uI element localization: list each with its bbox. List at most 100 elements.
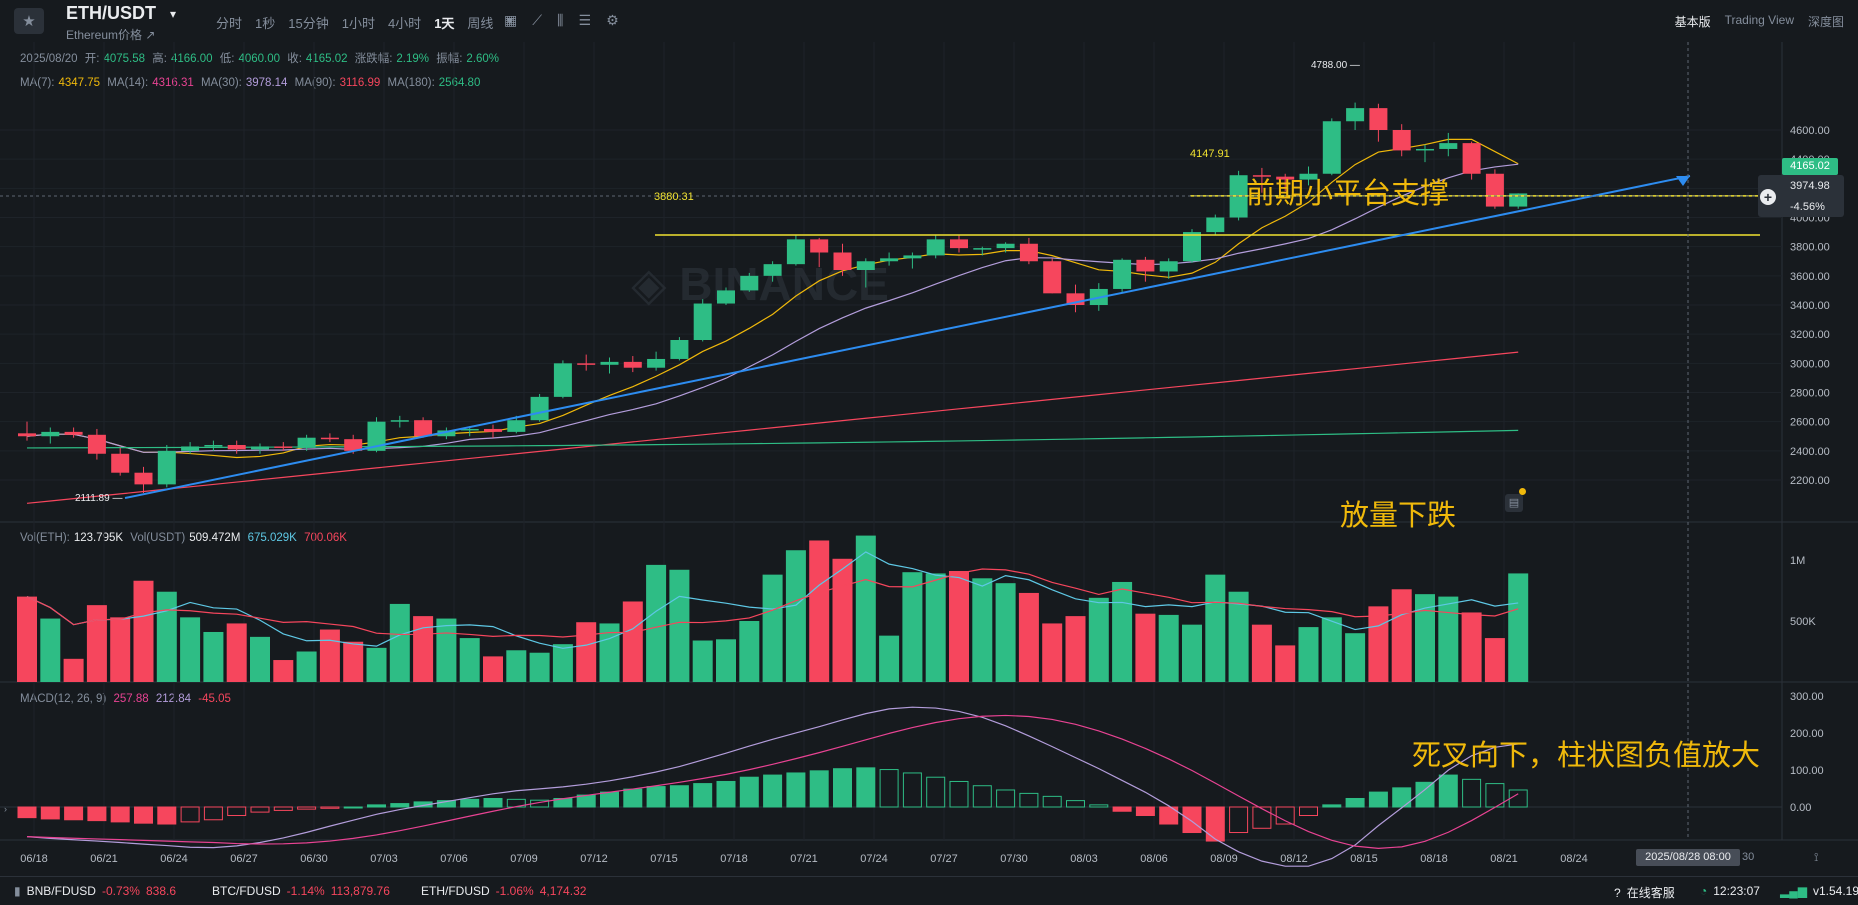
low-label: 2111.89 — — [75, 493, 123, 504]
candle-body — [553, 363, 572, 397]
candle-type-icon[interactable]: ⫼ — [557, 12, 564, 28]
support-link[interactable]: ? 在线客服 — [1614, 884, 1681, 901]
macd-bar — [40, 806, 60, 820]
macd-bar — [1135, 806, 1155, 817]
interval-tab[interactable]: 1秒 — [255, 16, 276, 31]
volume-bar — [1158, 614, 1179, 682]
interval-tab-active[interactable]: 1天 — [434, 16, 455, 31]
candle-body — [1416, 148, 1434, 151]
macd-bar — [809, 770, 829, 808]
ma14-label: MA(14): — [107, 77, 149, 89]
vol-usdt-label: Vol(USDT) — [130, 532, 186, 544]
macd-bar — [996, 789, 1016, 808]
candle-body — [833, 252, 852, 270]
volume-bar — [972, 578, 993, 682]
candle-body — [297, 437, 316, 448]
macd-bar — [856, 767, 876, 808]
macd-histogram — [0, 706, 1782, 867]
view-basic[interactable]: 基本版 — [1674, 15, 1711, 29]
y-tick-label: 3000.00 — [1790, 358, 1830, 370]
annotation-support[interactable]: 前期小平台支撑 — [1246, 178, 1450, 210]
ma7-label: MA(7): — [20, 77, 55, 89]
candle-body — [530, 396, 549, 421]
scale-settings-icon[interactable]: ⟟ — [1814, 850, 1819, 864]
ma7-line — [26, 138, 1519, 459]
interval-tab[interactable]: 4小时 — [387, 16, 422, 31]
volume-bar — [925, 573, 946, 682]
pair-subtitle[interactable]: Ethereum价格 ↗ — [66, 28, 156, 42]
candle-body — [926, 239, 945, 256]
view-depth[interactable]: 深度图 — [1807, 15, 1844, 29]
y-tick-label: 3800.00 — [1790, 242, 1830, 254]
ma7-value: 4347.75 — [58, 77, 101, 89]
layout-icon[interactable]: ☰ — [578, 12, 592, 28]
interval-tab[interactable]: 周线 — [467, 16, 494, 31]
ma14-value: 4316.31 — [152, 77, 194, 89]
volume-bar — [599, 623, 620, 682]
volume-bar — [506, 650, 527, 682]
volume-bar — [879, 635, 900, 682]
macd-bar — [1089, 804, 1109, 808]
alert-icon[interactable]: ▤ — [1505, 494, 1523, 512]
calendar-icon[interactable]: ▦ — [504, 12, 518, 28]
candle-body — [810, 239, 829, 253]
ticker-btc[interactable]: BTC/FDUSD -1.14% 113,879.76 — [212, 884, 396, 898]
vol-info[interactable]: Vol(ETH): 123.795K Vol(USDT) 509.472M 675.… — [20, 532, 351, 544]
x-tick-label: 08/21 — [1490, 853, 1518, 865]
volume-bar — [1461, 612, 1482, 682]
volume-bar — [995, 583, 1016, 682]
volume-bar — [1251, 624, 1272, 682]
candle-body — [1043, 261, 1062, 294]
volume-bar — [1228, 591, 1249, 682]
high-value: 4166.00 — [170, 53, 213, 65]
x-tick-label: 06/30 — [300, 853, 328, 865]
volume-bar — [739, 621, 760, 682]
macd-bar — [1322, 804, 1342, 808]
gear-icon[interactable]: ⚙ — [606, 12, 619, 28]
macd-info[interactable]: MACD(12, 26, 9) 257.88 212.84 -45.05 — [20, 693, 235, 705]
close-value: 4165.02 — [305, 53, 348, 65]
volume-bar — [1368, 606, 1389, 682]
price-chart[interactable]: ◈ BINANCE 2200.002400.002600.002800.0030… — [0, 0, 1858, 876]
version-label: v1.54.19 — [1812, 884, 1858, 898]
annotation-macd[interactable]: 死叉向下，柱状图负值放大 — [1412, 740, 1761, 772]
macd-dea-value: 212.84 — [155, 693, 192, 705]
more-intervals-chevron-icon[interactable]: ▾ — [506, 13, 513, 28]
interval-tab[interactable]: 1小时 — [341, 16, 375, 31]
ticker-bnb[interactable]: ▮ BNB/FDUSD -0.73% 838.6 — [14, 884, 182, 898]
interval-tab[interactable]: 15分钟 — [288, 16, 329, 31]
volume-bar — [1205, 574, 1226, 682]
cursor-plus-icon[interactable]: + — [1760, 189, 1776, 205]
ticker-eth[interactable]: ETH/FDUSD -1.06% 4,174.32 — [421, 884, 592, 898]
interval-tab[interactable]: 分时 — [216, 16, 243, 31]
volume-bar — [809, 540, 830, 682]
favorite-star-icon[interactable]: ★ — [14, 8, 44, 34]
trend-line — [124, 175, 1691, 499]
candle-body — [670, 340, 689, 359]
view-tradingview[interactable]: Trading View — [1724, 13, 1794, 27]
candle-body — [484, 428, 502, 432]
help-icon: ? — [1614, 886, 1621, 900]
y-tick-label: 4600.00 — [1790, 125, 1830, 137]
ma-info[interactable]: MA(7): 4347.75 MA(14): 4316.31 MA(30): 3978… — [20, 77, 484, 89]
indicator-icon[interactable]: ⟋ — [532, 12, 543, 28]
macd-bar — [157, 806, 177, 825]
collapse-arrow-icon[interactable]: › — [4, 804, 7, 814]
volume-bar — [413, 616, 434, 682]
x-tick-label: 07/30 — [1000, 853, 1028, 865]
candle-body — [1183, 232, 1201, 262]
macd-dea-line — [26, 714, 1519, 849]
candle-body — [973, 248, 992, 250]
ticker-change: -1.06% — [495, 884, 534, 898]
low-value: 4060.00 — [238, 53, 281, 65]
macd-bar — [110, 806, 130, 823]
ticker-pair: ETH/FDUSD — [421, 884, 490, 898]
cursor-time-tail: 30 — [1742, 851, 1755, 863]
chevron-down-icon[interactable]: ▾ — [170, 7, 177, 21]
macd-bar — [1042, 795, 1062, 808]
vol-tick-label: 1M — [1790, 555, 1805, 567]
pair-title[interactable]: ETH/USDT — [66, 3, 156, 23]
candle-body — [367, 421, 386, 451]
macd-bar — [250, 806, 270, 813]
annotation-volume[interactable]: 放量下跌 — [1340, 500, 1457, 532]
